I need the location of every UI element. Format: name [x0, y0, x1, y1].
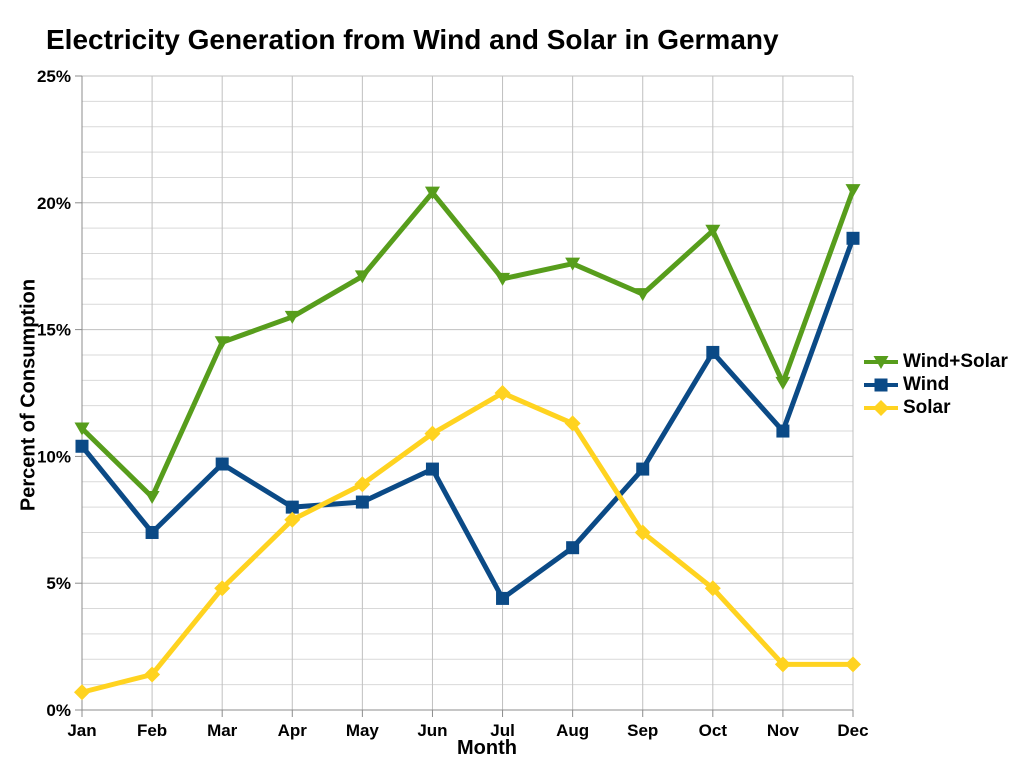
series-marker-wind [566, 541, 580, 555]
series-marker-wind [776, 424, 790, 438]
x-tick-label: Aug [556, 721, 589, 740]
x-tick-label: Jul [490, 721, 515, 740]
series-marker-wind-solar [635, 288, 651, 302]
series-line-wind-solar [80, 189, 856, 500]
series-marker-solar [564, 415, 581, 432]
series-marker-wind [846, 231, 860, 245]
series-marker-solar [494, 385, 511, 401]
x-axis-title: Month [457, 737, 517, 759]
x-tick-label: Feb [137, 721, 167, 740]
series-marker-wind-solar [565, 257, 581, 271]
legend-glyph-wind-solar [873, 355, 889, 369]
x-tick-label: Mar [207, 721, 238, 740]
series-marker-solar [214, 580, 231, 597]
x-tick-label: Jan [67, 721, 96, 740]
series-marker-wind-solar [495, 272, 511, 286]
series-marker-wind [636, 462, 650, 476]
series-marker-solar [634, 524, 651, 541]
legend: Wind+Solar Wind Solar [864, 350, 1008, 419]
series-marker-solar [354, 476, 371, 493]
series-marker-wind-solar [144, 490, 160, 504]
legend-item-wind-solar: Wind+Solar [864, 350, 1008, 373]
series-line-wind [80, 237, 856, 601]
x-tick-label: Oct [699, 721, 728, 740]
legend-wind-solar-marker-icon [864, 355, 898, 369]
y-tick-label: 0% [46, 701, 71, 720]
y-tick-label: 5% [46, 574, 71, 593]
x-tick-label: Nov [767, 721, 800, 740]
series-marker-solar [704, 580, 721, 597]
legend-glyph-wind [874, 378, 888, 391]
series-marker-wind [355, 495, 369, 509]
series-marker-wind-solar [705, 224, 721, 238]
series-marker-wind [496, 591, 510, 605]
chart-title: Electricity Generation from Wind and Sol… [46, 24, 779, 55]
series-marker-wind-solar [214, 336, 230, 350]
legend-label-wind: Wind [903, 373, 950, 395]
series-marker-wind [285, 500, 299, 514]
series-marker-wind-solar [424, 186, 440, 200]
series-marker-solar [74, 684, 90, 701]
legend-item-solar: Solar [864, 396, 1008, 419]
series-marker-wind-solar [845, 184, 861, 198]
series-marker-wind [706, 345, 720, 359]
x-tick-label: Apr [278, 721, 308, 740]
legend-solar-marker-icon [864, 399, 898, 416]
x-tick-label: Dec [837, 721, 868, 740]
legend-glyph-solar [873, 399, 889, 416]
y-tick-label: 15% [37, 321, 71, 340]
legend-wind-marker-icon [864, 378, 898, 391]
series-marker-wind-solar [775, 376, 791, 390]
x-tick-label: May [346, 721, 380, 740]
series-marker-wind-solar [284, 310, 300, 324]
series-marker-wind [145, 525, 159, 539]
legend-label-wind-solar: Wind+Solar [903, 350, 1008, 372]
series-marker-wind [425, 462, 439, 476]
legend-label-solar: Solar [903, 396, 951, 418]
series-marker-solar [284, 511, 301, 528]
y-tick-label: 25% [37, 67, 71, 86]
series-marker-solar [774, 656, 791, 673]
series-marker-wind-solar [354, 270, 370, 284]
y-tick-label: 20% [37, 194, 71, 213]
series-line-solar [81, 390, 853, 695]
x-tick-label: Jun [417, 721, 447, 740]
series-marker-solar [424, 425, 441, 442]
series-marker-wind [75, 439, 89, 453]
x-tick-label: Sep [627, 721, 658, 740]
series-marker-wind-solar [74, 422, 90, 436]
legend-item-wind: Wind [864, 373, 1008, 396]
series-marker-wind [215, 457, 229, 471]
y-tick-label: 10% [37, 447, 71, 466]
series-marker-solar [144, 666, 161, 683]
series-marker-solar [845, 656, 861, 673]
